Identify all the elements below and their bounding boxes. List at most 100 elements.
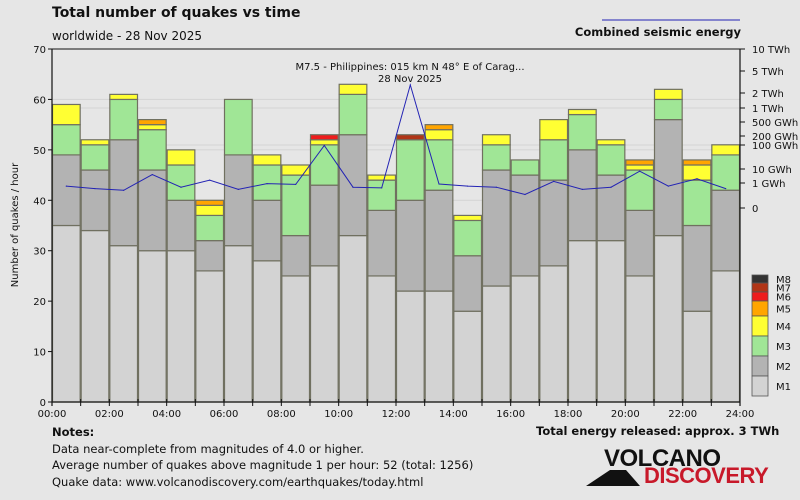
x-tick-label: 04:00 — [152, 409, 181, 420]
bar-segment-m4 — [682, 164, 712, 181]
bar-segment-m1 — [137, 250, 167, 403]
energy-point — [667, 185, 669, 187]
bar-segment-m3 — [80, 144, 110, 171]
energy-point — [524, 193, 526, 196]
bar-segment-m5 — [195, 199, 225, 206]
bar-segment-m4 — [309, 139, 339, 146]
chart-subtitle: worldwide - 28 Nov 2025 — [52, 29, 202, 43]
y-tick-label: 70 — [33, 45, 46, 56]
energy-tick-label: 5 TWh — [752, 67, 784, 78]
bar-segment-m1 — [567, 240, 597, 403]
legend-label-m6: M6 — [776, 293, 791, 304]
energy-point — [381, 187, 383, 189]
bar-segment-m3 — [395, 139, 425, 201]
bar-segment-m4 — [625, 164, 655, 171]
y-tick-label: 50 — [33, 146, 46, 157]
bar-segment-m2 — [137, 169, 167, 252]
energy-line-group — [65, 83, 727, 196]
note-line: Data near-complete from magnitudes of 4.… — [52, 441, 364, 456]
bar-segment-m3 — [195, 214, 225, 242]
energy-point — [696, 178, 698, 180]
total-energy: Total energy released: approx. 3 TWh — [536, 424, 780, 438]
y-axis-label: Number of quakes / hour — [10, 162, 21, 287]
bar-segment-m2 — [395, 199, 425, 292]
legend-swatch-m1 — [751, 375, 769, 397]
legend-label-m5: M5 — [776, 305, 791, 316]
bar-segment-m5 — [137, 118, 167, 126]
energy-point — [323, 144, 325, 147]
legend-swatch-m2 — [751, 355, 769, 377]
legend-label-m1: M1 — [776, 382, 791, 393]
bar-segment-m3 — [109, 98, 139, 141]
energy-tick-label: 100 GWh — [752, 141, 798, 152]
energy-tick-label: 2 TWh — [752, 89, 784, 100]
legend-label-m2: M2 — [776, 362, 791, 373]
bar-segment-m3 — [539, 139, 569, 181]
bar-segment-m2 — [567, 149, 597, 242]
bar-segment-m1 — [252, 260, 282, 403]
x-tick-label: 08:00 — [267, 409, 296, 420]
legend-swatch-m4 — [751, 315, 769, 337]
energy-point — [237, 188, 239, 190]
legend-label-m4: M4 — [776, 322, 791, 333]
bar-segment-m2 — [424, 189, 454, 292]
x-tick-label: 20:00 — [611, 409, 640, 420]
bar-segment-m2 — [223, 154, 253, 247]
energy-point — [610, 186, 612, 188]
bar-segment-m4 — [281, 164, 311, 176]
bar-segment-m4 — [539, 118, 569, 141]
bar-segment-m5 — [682, 159, 712, 166]
x-tick-label: 16:00 — [496, 409, 525, 420]
bar-segment-m1 — [653, 234, 683, 403]
bar-segment-m2 — [252, 199, 282, 262]
bar-segment-m1 — [166, 250, 196, 403]
bar-segment-m4 — [453, 214, 483, 222]
energy-tick-label: 10 TWh — [752, 45, 790, 56]
bar-segment-m3 — [281, 174, 311, 237]
y-tick-label: 40 — [33, 196, 46, 207]
bar-segment-m3 — [596, 144, 626, 176]
bar-segment-m5 — [625, 159, 655, 166]
x-tick-label: 00:00 — [38, 409, 67, 420]
bar-segment-m1 — [481, 285, 511, 403]
bar-segment-m2 — [309, 184, 339, 267]
bar-segment-m4 — [80, 139, 110, 146]
energy-point — [409, 84, 411, 86]
annotation-line1: M7.5 - Philippines: 015 km N 48° E of Ca… — [295, 62, 524, 73]
bar-segment-m4 — [109, 93, 139, 101]
bar-segment-m4 — [51, 103, 81, 126]
logo-line1: VOLCANO — [604, 445, 721, 472]
y-tick-label: 0 — [40, 398, 46, 409]
bar-segment-m3 — [252, 164, 282, 201]
bar-segment-m2 — [453, 255, 483, 312]
bar-segment-m2 — [166, 199, 196, 252]
energy-point — [123, 189, 125, 191]
energy-point — [495, 186, 497, 188]
bar-segment-m1 — [510, 275, 540, 403]
bar-segment-m1 — [338, 234, 368, 403]
bar-segment-m4 — [711, 144, 741, 156]
bar-segment-m2 — [596, 174, 626, 242]
bar-segment-m4 — [338, 83, 368, 95]
bar-segment-m2 — [367, 209, 397, 277]
bar-segment-m3 — [682, 179, 712, 227]
bar-segment-m3 — [453, 219, 483, 257]
bar-segment-m1 — [453, 310, 483, 403]
bar-segment-m4 — [195, 204, 225, 217]
bar-segment-m3 — [51, 124, 81, 156]
bar-segment-m4 — [424, 129, 454, 141]
bar-segment-m2 — [539, 179, 569, 267]
bar-segment-m5 — [424, 124, 454, 131]
notes-heading: Notes: — [52, 425, 95, 439]
bar-segment-m7 — [395, 134, 425, 141]
bar-segment-m4 — [596, 139, 626, 146]
x-tick-label: 02:00 — [95, 409, 124, 420]
legend-swatch-m5 — [751, 300, 769, 317]
bar-segment-m2 — [625, 209, 655, 277]
logo-line2: DISCOVERY — [644, 463, 769, 488]
energy-point — [581, 188, 583, 190]
bar-segment-m4 — [166, 149, 196, 166]
chart-title: Total number of quakes vs time — [52, 5, 301, 21]
energy-tick-label: 500 GWh — [752, 118, 798, 129]
energy-point — [65, 185, 67, 187]
